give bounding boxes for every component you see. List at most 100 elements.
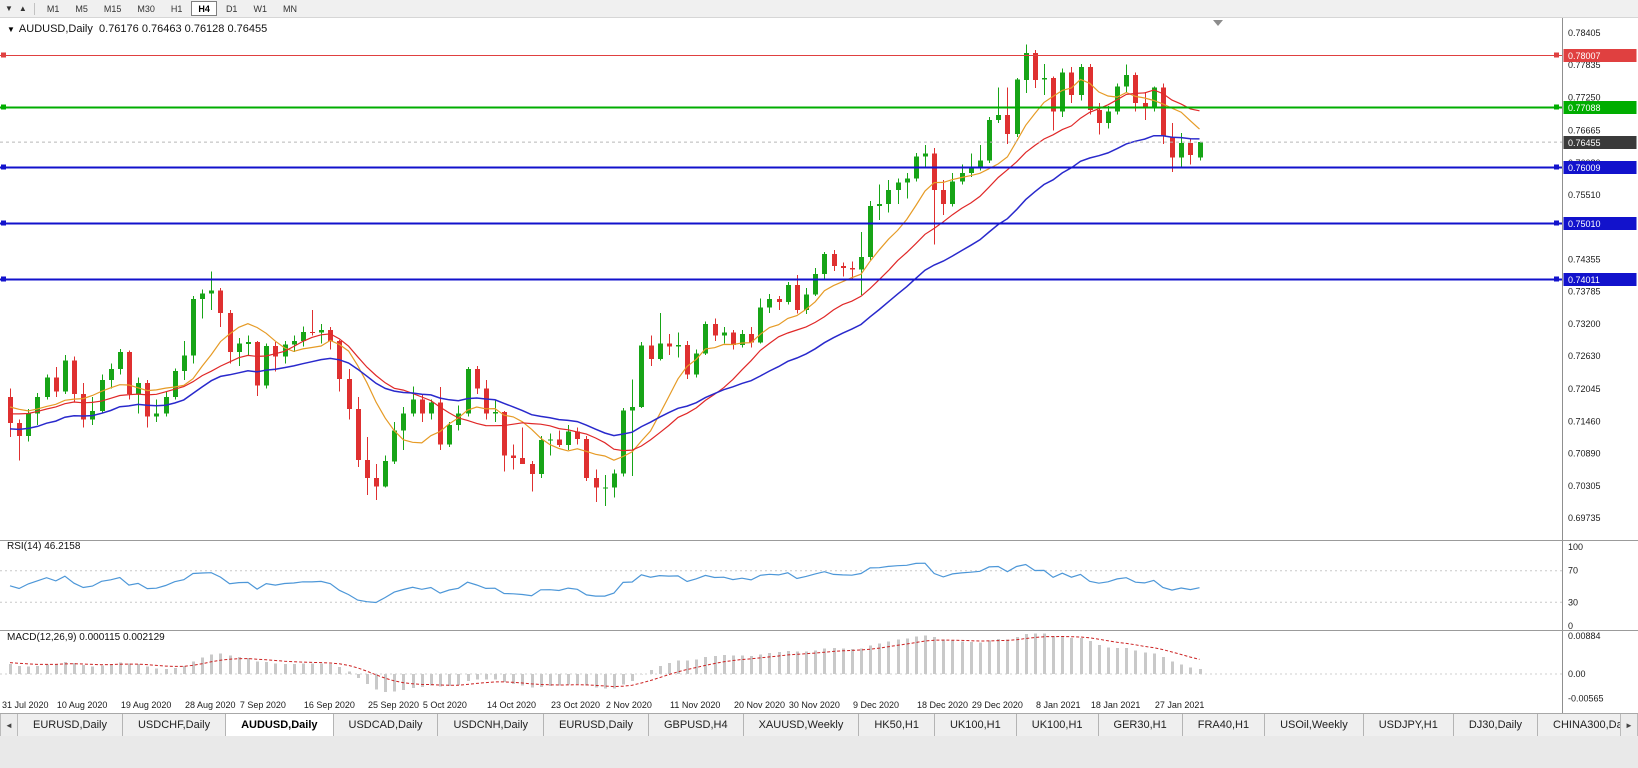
chart-tab-dj30-daily[interactable]: DJ30,Daily <box>1453 714 1539 736</box>
macd-main-value: 0.000115 <box>79 632 121 643</box>
svg-text:19 Aug 2020: 19 Aug 2020 <box>121 700 172 710</box>
pane-separators <box>0 540 1638 631</box>
svg-text:0.77835: 0.77835 <box>1568 60 1601 70</box>
ma-fast <box>9 78 1200 461</box>
moving-averages <box>9 78 1200 461</box>
svg-text:0.77088: 0.77088 <box>1568 103 1601 113</box>
timeframe-button-m5[interactable]: M5 <box>68 1 95 16</box>
chart-tab-xauusd-weekly[interactable]: XAUUSD,Weekly <box>743 714 860 736</box>
chart-tab-uk100-h1[interactable]: UK100,H1 <box>934 714 1017 736</box>
rsi-value: 46.2158 <box>44 541 81 552</box>
timeframe-button-m1[interactable]: M1 <box>40 1 67 16</box>
svg-text:0.70890: 0.70890 <box>1568 448 1601 458</box>
svg-text:10 Aug 2020: 10 Aug 2020 <box>57 700 108 710</box>
svg-text:0.78405: 0.78405 <box>1568 28 1601 38</box>
timeframe-button-m15[interactable]: M15 <box>97 1 129 16</box>
chart-tab-china300-daily[interactable]: CHINA300,Daily <box>1538 714 1620 736</box>
rsi-line <box>9 562 1200 604</box>
timeframe-button-d1[interactable]: D1 <box>219 1 245 16</box>
svg-text:25 Sep 2020: 25 Sep 2020 <box>368 700 419 710</box>
svg-text:-0.00565: -0.00565 <box>1568 693 1604 703</box>
horizontal-level-lines[interactable] <box>0 52 1562 282</box>
svg-text:18 Jan 2021: 18 Jan 2021 <box>1091 700 1141 710</box>
scroll-position-marker <box>1213 20 1223 26</box>
chart-tab-hk50-h1[interactable]: HK50,H1 <box>859 714 935 736</box>
macd-signal-value: 0.002129 <box>123 632 165 643</box>
svg-text:20 Nov 2020: 20 Nov 2020 <box>734 700 785 710</box>
svg-text:0.76665: 0.76665 <box>1568 125 1601 135</box>
svg-text:8 Jan 2021: 8 Jan 2021 <box>1036 700 1081 710</box>
chart-tabs: EURUSD,Daily USDCHF,Daily AUDUSD,Daily USDC… <box>18 714 1620 736</box>
rsi-indicator-label: RSI(14) 46.2158 <box>7 541 80 552</box>
svg-text:0.70305: 0.70305 <box>1568 481 1601 491</box>
chart-tab-eurusd-daily[interactable]: EURUSD,Daily <box>544 714 649 736</box>
svg-text:0.71460: 0.71460 <box>1568 417 1601 427</box>
svg-text:5 Oct 2020: 5 Oct 2020 <box>423 700 467 710</box>
ma-slow <box>9 134 1200 437</box>
toolbar-expand-icon[interactable]: ▲ <box>18 4 27 13</box>
macd-indicator-label: MACD(12,26,9) 0.000115 0.002129 <box>7 632 165 643</box>
svg-text:9 Dec 2020: 9 Dec 2020 <box>853 700 899 710</box>
svg-text:0.73785: 0.73785 <box>1568 286 1601 296</box>
toolbar-separator <box>33 2 35 15</box>
tab-scroll-left-icon[interactable]: ◄ <box>0 714 18 736</box>
svg-text:31 Jul 2020: 31 Jul 2020 <box>2 700 49 710</box>
rsi-name: RSI(14) <box>7 541 42 552</box>
svg-text:7 Sep 2020: 7 Sep 2020 <box>240 700 286 710</box>
svg-text:16 Sep 2020: 16 Sep 2020 <box>304 700 355 710</box>
time-scale[interactable]: 31 Jul 2020 10 Aug 2020 19 Aug 2020 28 Aug … <box>2 700 1204 710</box>
svg-text:14 Oct 2020: 14 Oct 2020 <box>487 700 536 710</box>
svg-text:0.76455: 0.76455 <box>1568 138 1601 148</box>
chart-tab-usdcad-daily[interactable]: USDCAD,Daily <box>333 714 439 736</box>
timeframe-toolbar: ▼ ▲ M1 M5 M15 M30 H1 H4 D1 W1 MN <box>0 0 1638 18</box>
svg-text:23 Oct 2020: 23 Oct 2020 <box>551 700 600 710</box>
svg-text:100: 100 <box>1568 542 1583 552</box>
chart-tab-ger30-h1[interactable]: GER30,H1 <box>1098 714 1183 736</box>
chart-tab-usdjpy-h1[interactable]: USDJPY,H1 <box>1363 714 1454 736</box>
svg-text:29 Dec 2020: 29 Dec 2020 <box>972 700 1023 710</box>
chart-title: ▼ AUDUSD,Daily 0.76176 0.76463 0.76128 0.… <box>7 23 267 35</box>
timeframe-button-h4[interactable]: H4 <box>191 1 217 16</box>
svg-text:0.72045: 0.72045 <box>1568 384 1601 394</box>
tab-scroll-right-icon[interactable]: ► <box>1620 714 1638 736</box>
svg-text:28 Aug 2020: 28 Aug 2020 <box>185 700 236 710</box>
svg-text:0.69735: 0.69735 <box>1568 513 1601 523</box>
chart-tab-usdchf-daily[interactable]: USDCHF,Daily <box>122 714 227 736</box>
chart-window-icon[interactable]: ▼ <box>5 4 13 13</box>
svg-text:0.73200: 0.73200 <box>1568 319 1601 329</box>
svg-text:30: 30 <box>1568 597 1578 607</box>
chart-tab-usdcnh-daily[interactable]: USDCNH,Daily <box>438 714 545 736</box>
chart-tab-eurusd-daily[interactable]: EURUSD,Daily <box>18 714 123 736</box>
svg-text:0.00884: 0.00884 <box>1568 631 1601 641</box>
svg-text:0.74011: 0.74011 <box>1568 275 1600 285</box>
svg-text:0.77250: 0.77250 <box>1568 93 1601 103</box>
chart-tabbar: ◄ EURUSD,Daily USDCHF,Daily AUDUSD,Daily US… <box>0 713 1638 736</box>
svg-text:0.75010: 0.75010 <box>1568 219 1601 229</box>
svg-text:70: 70 <box>1568 566 1578 576</box>
symbol-period-label: AUDUSD,Daily <box>18 23 93 35</box>
chart-tab-audusd-daily[interactable]: AUDUSD,Daily <box>226 714 334 736</box>
svg-text:0.72630: 0.72630 <box>1568 351 1601 361</box>
chart-tab-usoil-weekly[interactable]: USOil,Weekly <box>1265 714 1364 736</box>
svg-text:0.75510: 0.75510 <box>1568 190 1601 200</box>
timeframe-buttons: M1 M5 M15 M30 H1 H4 D1 W1 MN <box>39 1 305 16</box>
svg-text:0.76009: 0.76009 <box>1568 163 1601 173</box>
chart-tab-gbpusd-h4[interactable]: GBPUSD,H4 <box>649 714 744 736</box>
ohlc-values: 0.76176 0.76463 0.76128 0.76455 <box>99 23 268 35</box>
chart-title-arrow-icon[interactable]: ▼ <box>7 25 15 34</box>
chart-background <box>0 17 1638 713</box>
svg-text:11 Nov 2020: 11 Nov 2020 <box>670 700 720 710</box>
timeframe-button-mn[interactable]: MN <box>276 1 304 16</box>
timeframe-button-w1[interactable]: W1 <box>246 1 274 16</box>
chart-tab-uk100-h1[interactable]: UK100,H1 <box>1016 714 1099 736</box>
svg-text:0: 0 <box>1568 621 1573 631</box>
timeframe-button-h1[interactable]: H1 <box>164 1 190 16</box>
svg-text:0.00: 0.00 <box>1568 669 1586 679</box>
timeframe-button-m30[interactable]: M30 <box>130 1 162 16</box>
chart-tab-fra40-h1[interactable]: FRA40,H1 <box>1182 714 1266 736</box>
macd-histogram <box>9 633 1202 692</box>
ma-medium <box>10 89 1200 452</box>
svg-text:0.74355: 0.74355 <box>1568 255 1601 265</box>
